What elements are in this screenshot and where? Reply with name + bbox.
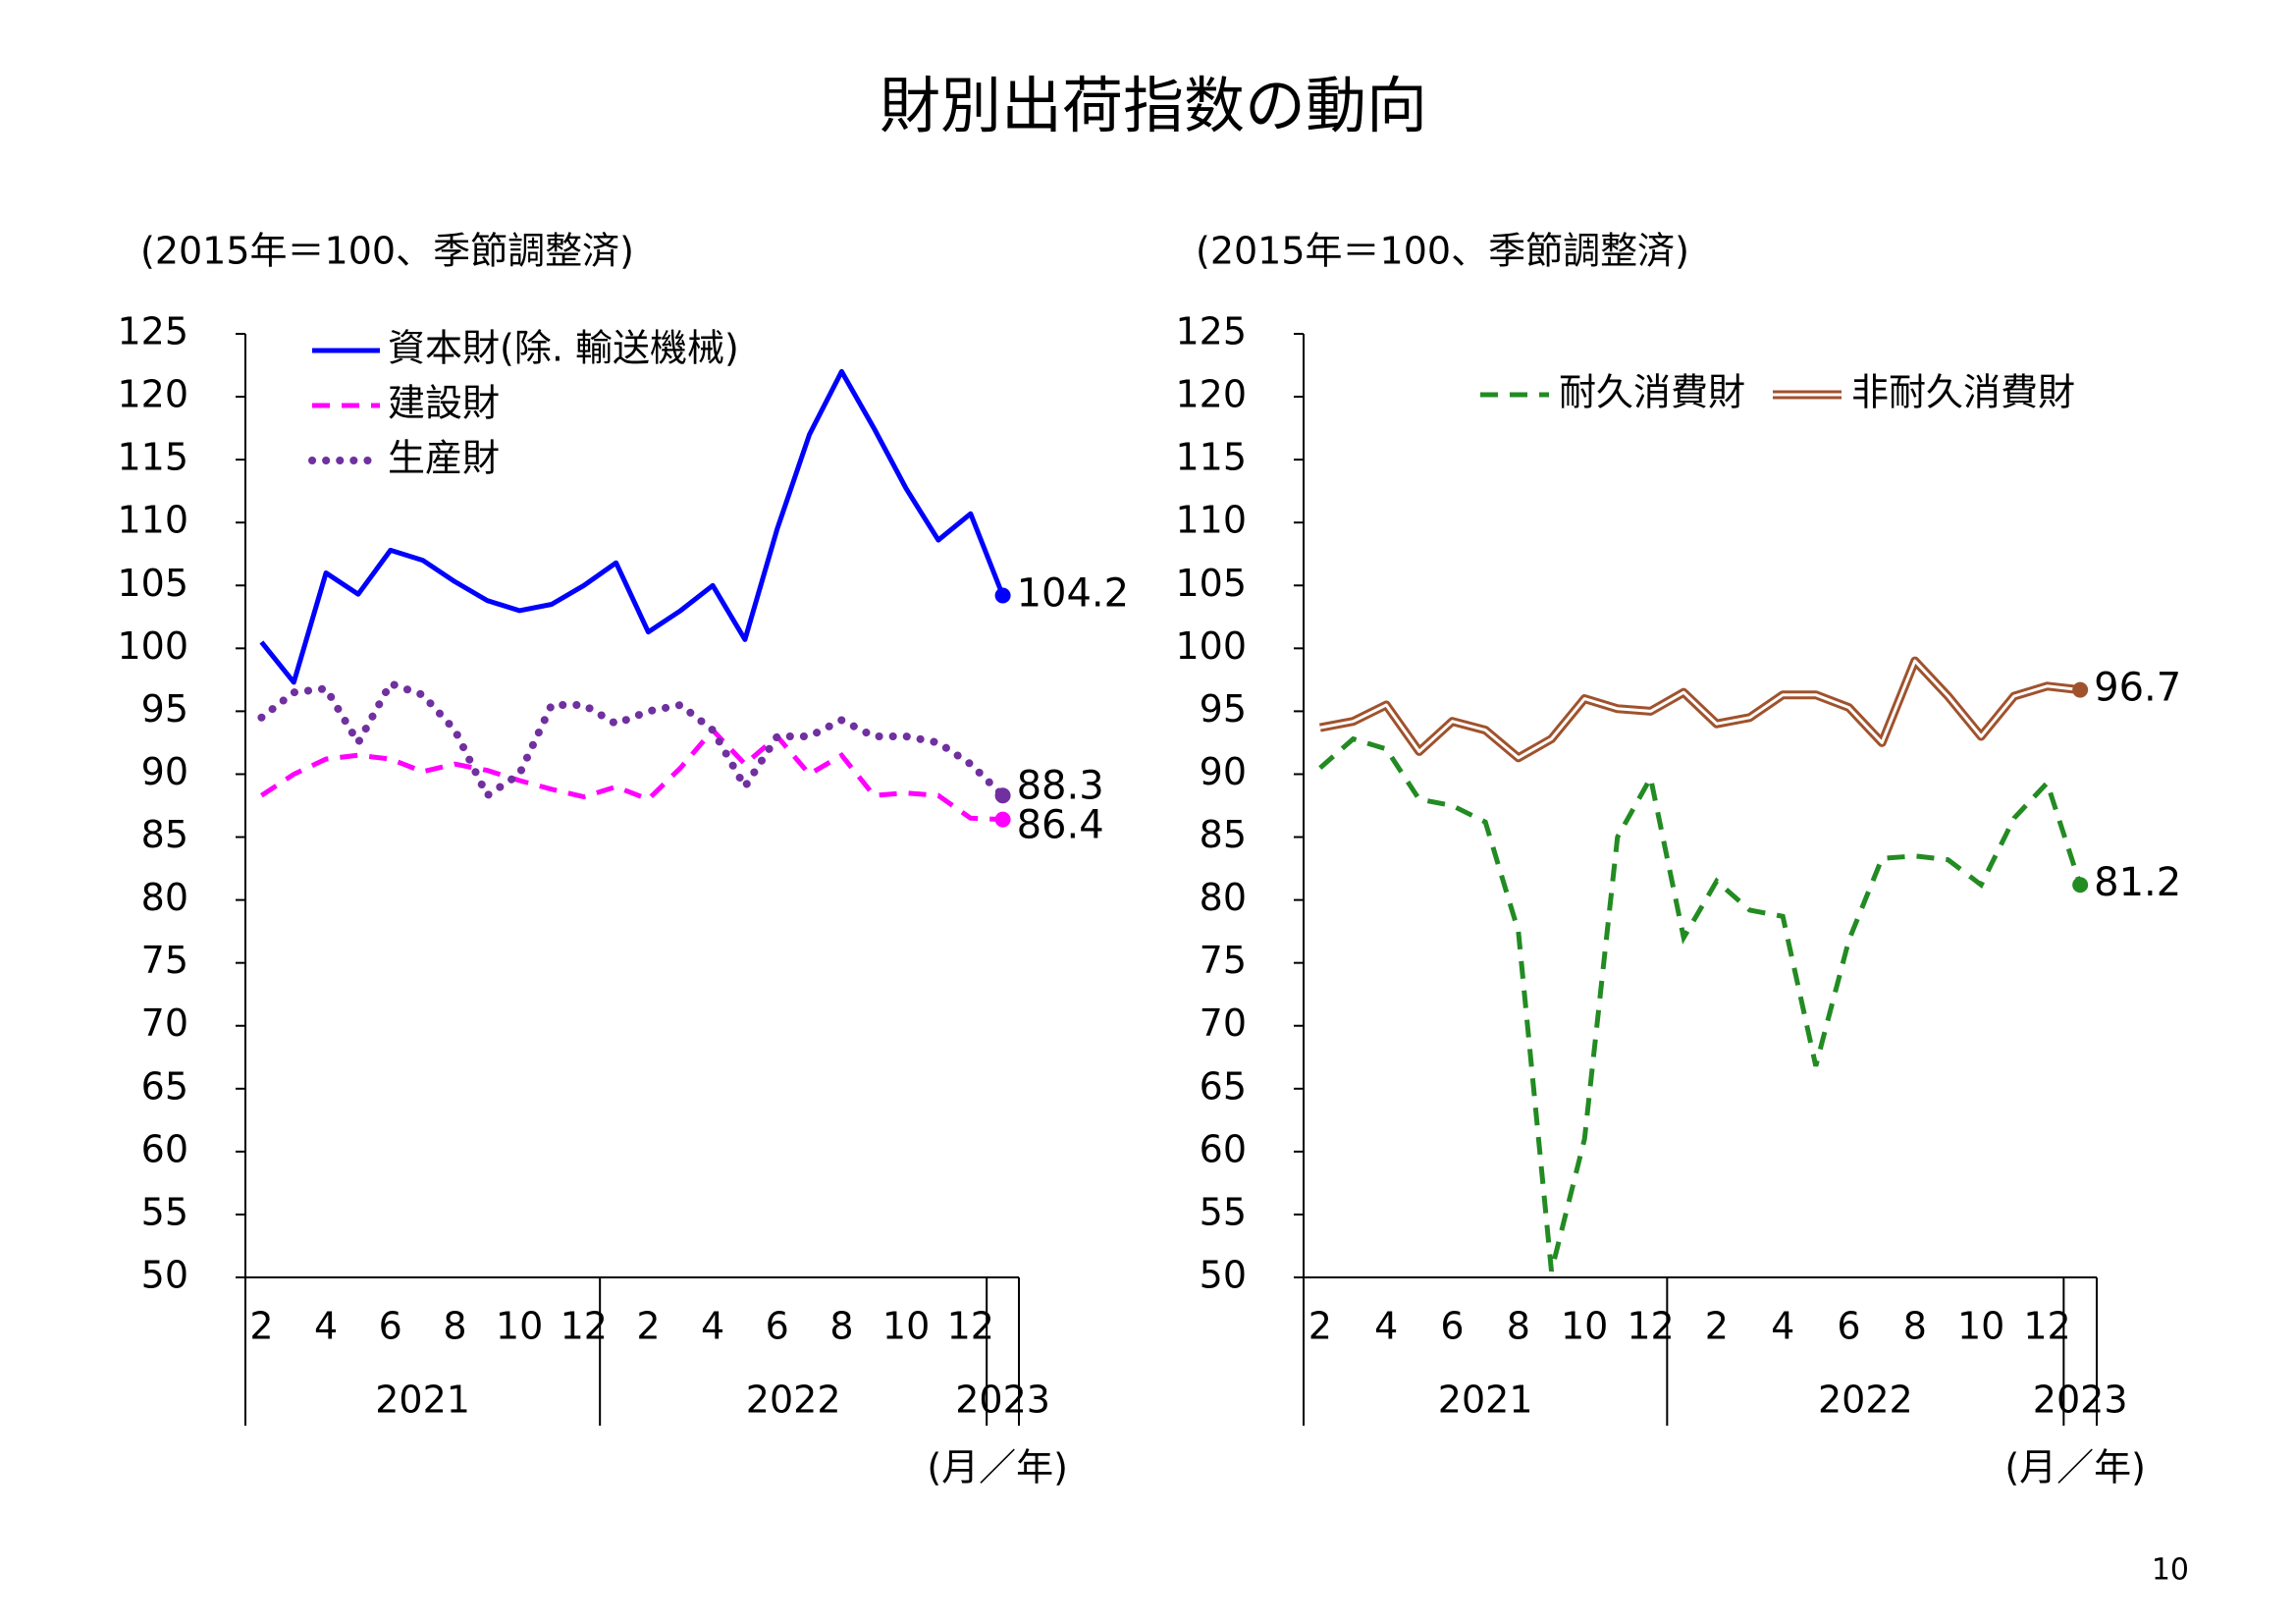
- y-tick-label: 75: [141, 939, 188, 982]
- x-tick-label: 6: [1440, 1305, 1464, 1348]
- y-tick-label: 115: [117, 436, 188, 479]
- end-value-label: 86.4: [1017, 802, 1104, 847]
- y-tick-label: 105: [1175, 562, 1247, 605]
- x-tick-label: 10: [1561, 1305, 1608, 1348]
- x-tick-label: 8: [1507, 1305, 1530, 1348]
- x-tick-label: 2: [636, 1305, 660, 1348]
- y-tick-label: 90: [141, 750, 188, 793]
- y-tick-label: 120: [117, 373, 188, 416]
- year-label: 2023: [955, 1379, 1050, 1422]
- y-tick-label: 65: [1200, 1064, 1247, 1108]
- y-tick-label: 90: [1200, 750, 1247, 793]
- x-tick-label: 4: [1771, 1305, 1794, 1348]
- x-tick-label: 2: [1308, 1305, 1332, 1348]
- y-tick-label: 120: [1175, 373, 1247, 416]
- y-tick-label: 85: [1200, 813, 1247, 856]
- legend-label: 生産財: [388, 437, 500, 480]
- year-label: 2022: [746, 1379, 841, 1422]
- end-value-label: 96.7: [2094, 666, 2181, 711]
- legend-label: 建設財: [388, 382, 500, 425]
- y-tick-label: 80: [141, 876, 188, 919]
- y-tick-label: 70: [1200, 1001, 1247, 1045]
- x-tick-label: 8: [829, 1305, 853, 1348]
- y-tick-label: 95: [141, 687, 188, 731]
- y-tick-label: 125: [117, 310, 188, 353]
- end-point: [994, 787, 1011, 804]
- y-tick-label: 60: [1200, 1127, 1247, 1170]
- x-tick-label: 10: [882, 1305, 930, 1348]
- y-tick-label: 95: [1200, 687, 1247, 731]
- x-tick-label: 6: [766, 1305, 789, 1348]
- y-tick-label: 115: [1175, 436, 1247, 479]
- y-tick-label: 70: [141, 1001, 188, 1045]
- x-tick-label: 2: [249, 1305, 273, 1348]
- year-label: 2022: [1818, 1379, 1913, 1422]
- x-tick-label: 6: [1837, 1305, 1860, 1348]
- legend-label: 資本財(除. 輸送機械): [388, 327, 739, 370]
- y-tick-label: 65: [141, 1064, 188, 1108]
- series-line: [257, 678, 1007, 802]
- y-tick-label: 110: [1175, 499, 1247, 542]
- page-number: 10: [2152, 1553, 2189, 1588]
- x-tick-label: 6: [379, 1305, 402, 1348]
- year-label: 2023: [2033, 1379, 2128, 1422]
- x-axis-label: (月／年): [2004, 1446, 2146, 1489]
- y-tick-label: 100: [1175, 624, 1247, 668]
- x-tick-label: 12: [947, 1305, 994, 1348]
- y-tick-label: 60: [141, 1127, 188, 1170]
- y-tick-label: 55: [1200, 1190, 1247, 1233]
- x-tick-label: 8: [1903, 1305, 1927, 1348]
- legend-label: 非耐久消費財: [1851, 371, 2075, 414]
- y-tick-label: 85: [141, 813, 188, 856]
- x-tick-label: 12: [1627, 1305, 1674, 1348]
- end-point: [994, 587, 1011, 604]
- x-tick-label: 12: [2023, 1305, 2070, 1348]
- legend-label: 耐久消費財: [1559, 371, 1745, 414]
- y-tick-label: 50: [141, 1254, 188, 1297]
- y-tick-label: 50: [1200, 1254, 1247, 1297]
- end-point: [2072, 877, 2089, 893]
- subtitle: (2015年＝100、季節調整済): [140, 230, 634, 273]
- year-label: 2021: [375, 1379, 470, 1422]
- x-tick-label: 12: [561, 1305, 608, 1348]
- y-tick-label: 105: [117, 562, 188, 605]
- subtitle: (2015年＝100、季節調整済): [1196, 230, 1689, 273]
- series-line: [259, 368, 1005, 685]
- series-line: [1318, 735, 2083, 1272]
- end-value-label: 88.3: [1017, 763, 1104, 808]
- series-line-inner: [1319, 659, 2081, 760]
- y-tick-label: 75: [1200, 939, 1247, 982]
- y-tick-label: 110: [117, 499, 188, 542]
- x-tick-label: 4: [314, 1305, 338, 1348]
- x-tick-label: 8: [443, 1305, 466, 1348]
- x-tick-label: 4: [1374, 1305, 1398, 1348]
- x-tick-label: 10: [496, 1305, 543, 1348]
- x-tick-label: 2: [1705, 1305, 1729, 1348]
- page-title: 財別出荷指数の動向: [880, 70, 1427, 141]
- end-value-label: 104.2: [1017, 571, 1130, 617]
- y-tick-label: 80: [1200, 876, 1247, 919]
- x-tick-label: 10: [1957, 1305, 2004, 1348]
- series-line: [260, 726, 1003, 823]
- y-tick-label: 125: [1175, 310, 1247, 353]
- y-tick-label: 55: [141, 1190, 188, 1233]
- y-tick-label: 100: [117, 624, 188, 668]
- end-point: [2072, 681, 2089, 698]
- x-axis-label: (月／年): [927, 1446, 1068, 1489]
- end-point: [994, 811, 1011, 828]
- year-label: 2021: [1438, 1379, 1533, 1422]
- end-value-label: 81.2: [2094, 860, 2181, 905]
- x-tick-label: 4: [701, 1305, 724, 1348]
